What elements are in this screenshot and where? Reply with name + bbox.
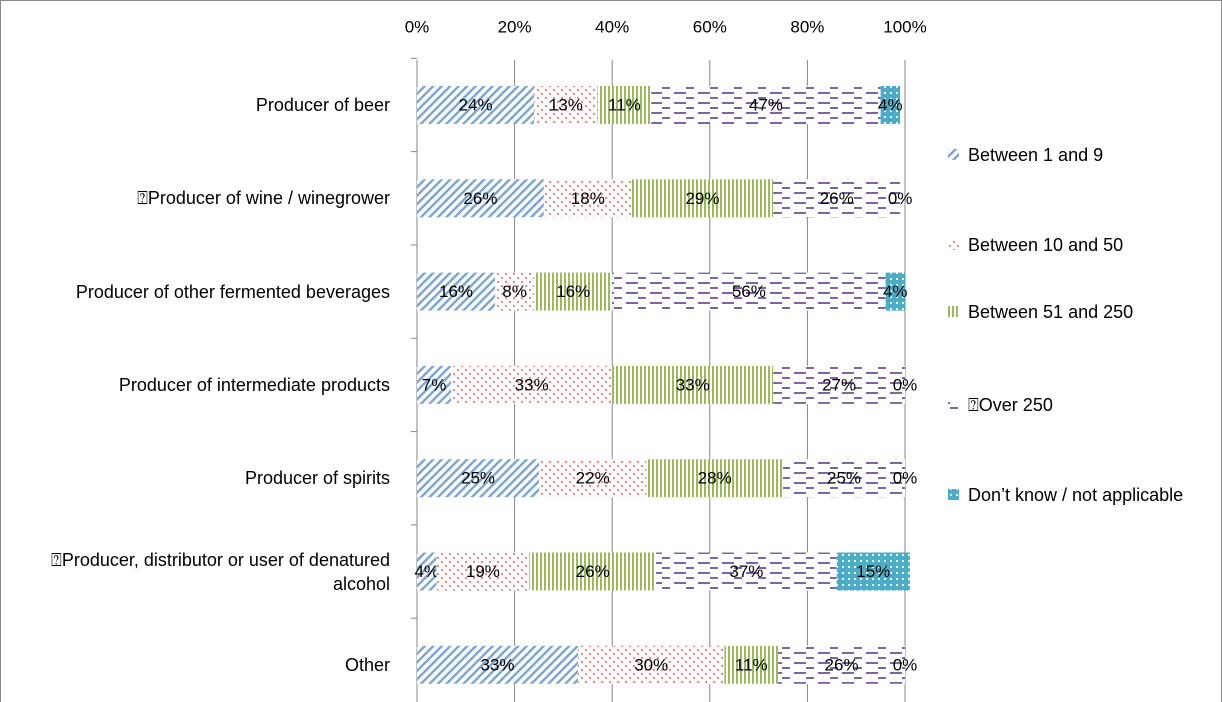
bar-segment	[529, 552, 657, 591]
category-label: ⍰Producer, distributor or user of denatu…	[51, 549, 390, 594]
data-label: 26%	[825, 655, 859, 674]
data-label: 15%	[856, 562, 890, 581]
data-label: 26%	[576, 562, 610, 581]
category-label: Producer of beer	[255, 95, 390, 115]
data-label: 33%	[515, 375, 549, 394]
legend-swatch	[948, 239, 959, 250]
bar-segment	[773, 179, 901, 218]
category-label: Producer of spirits	[244, 468, 390, 489]
x-tick-label: 40%	[595, 17, 629, 36]
legend-swatch	[948, 149, 959, 160]
legend-label: Between 51 and 250	[968, 302, 1134, 322]
data-label: 4%	[878, 95, 903, 114]
data-label: 22%	[576, 469, 610, 488]
bar-segment	[539, 459, 647, 498]
category-label: Other	[344, 654, 390, 675]
data-label: 26%	[820, 189, 854, 208]
data-label: 8%	[502, 282, 527, 301]
data-label: 37%	[729, 562, 763, 581]
bar-segment	[417, 459, 539, 498]
bar-segment	[417, 86, 535, 124]
x-tick-label: 20%	[498, 17, 532, 36]
category-label: Producer of intermediate products	[118, 374, 390, 395]
bar-segment	[612, 365, 774, 404]
x-tick-label: 80%	[790, 17, 824, 36]
legend-swatch	[948, 489, 959, 500]
category-label: ⍰Producer of wine / winegrower	[137, 188, 390, 209]
data-label: 16%	[556, 282, 590, 301]
bar-segment	[417, 645, 579, 684]
bar-segment	[885, 272, 905, 311]
bar-segment	[534, 272, 613, 311]
bar-segment	[543, 179, 632, 218]
legend-label: Between 10 and 50	[968, 235, 1124, 255]
data-label: 0%	[893, 469, 918, 488]
data-label: 4%	[414, 562, 439, 581]
data-label: 25%	[827, 469, 861, 488]
bar-segment	[417, 552, 437, 591]
data-label: 26%	[463, 189, 497, 208]
x-tick-label: 0%	[405, 17, 430, 36]
bar-segment	[724, 645, 779, 684]
data-label: 7%	[422, 375, 447, 394]
x-tick-label: 100%	[883, 17, 926, 36]
data-label: 0%	[888, 189, 913, 208]
bar-segment	[646, 459, 783, 498]
x-tick-label: 60%	[693, 17, 727, 36]
bar-segment	[597, 86, 652, 124]
data-label: 27%	[822, 375, 856, 394]
data-label: 0%	[893, 375, 918, 394]
category-label: Producer of other fermented beverages	[75, 281, 390, 302]
legend-label: Between 1 and 9	[968, 145, 1104, 165]
bar-segment	[436, 552, 530, 591]
data-label: 28%	[698, 469, 732, 488]
data-label: 47%	[749, 95, 783, 114]
data-label: 25%	[461, 469, 495, 488]
bar-segment	[495, 272, 535, 311]
data-label: 13%	[549, 95, 583, 114]
legend-swatch	[948, 306, 959, 317]
data-label: 29%	[685, 189, 719, 208]
data-label: 56%	[732, 282, 766, 301]
bar-segment	[783, 459, 905, 498]
bar-segment	[451, 365, 613, 404]
bar-segment	[417, 365, 452, 404]
bar-segment	[773, 365, 905, 404]
bar-segment	[651, 86, 881, 124]
bar-segment	[631, 179, 774, 218]
data-label: 16%	[439, 282, 473, 301]
data-label: 19%	[466, 562, 500, 581]
data-label: 11%	[735, 655, 768, 674]
bar-segment	[880, 86, 901, 124]
bar-segment	[612, 272, 886, 311]
legend-label: ⍰Over 250	[968, 395, 1053, 415]
data-label: 33%	[676, 375, 710, 394]
bar-segment	[778, 645, 905, 684]
bar-segment	[417, 272, 496, 311]
data-label: 18%	[571, 189, 605, 208]
data-label: 0%	[893, 655, 918, 674]
bar-segment	[534, 86, 598, 124]
data-label: 11%	[608, 95, 641, 114]
data-label: 33%	[481, 655, 515, 674]
bar-segment	[417, 179, 544, 218]
legend-swatch	[948, 399, 959, 410]
bar-segment	[578, 645, 725, 684]
bar-segment	[656, 552, 837, 591]
legend-label: Don’t know / not applicable	[968, 485, 1184, 505]
bar-segment	[836, 552, 910, 591]
data-label: 4%	[883, 282, 908, 301]
data-label: 24%	[459, 95, 493, 114]
data-label: 30%	[634, 655, 668, 674]
